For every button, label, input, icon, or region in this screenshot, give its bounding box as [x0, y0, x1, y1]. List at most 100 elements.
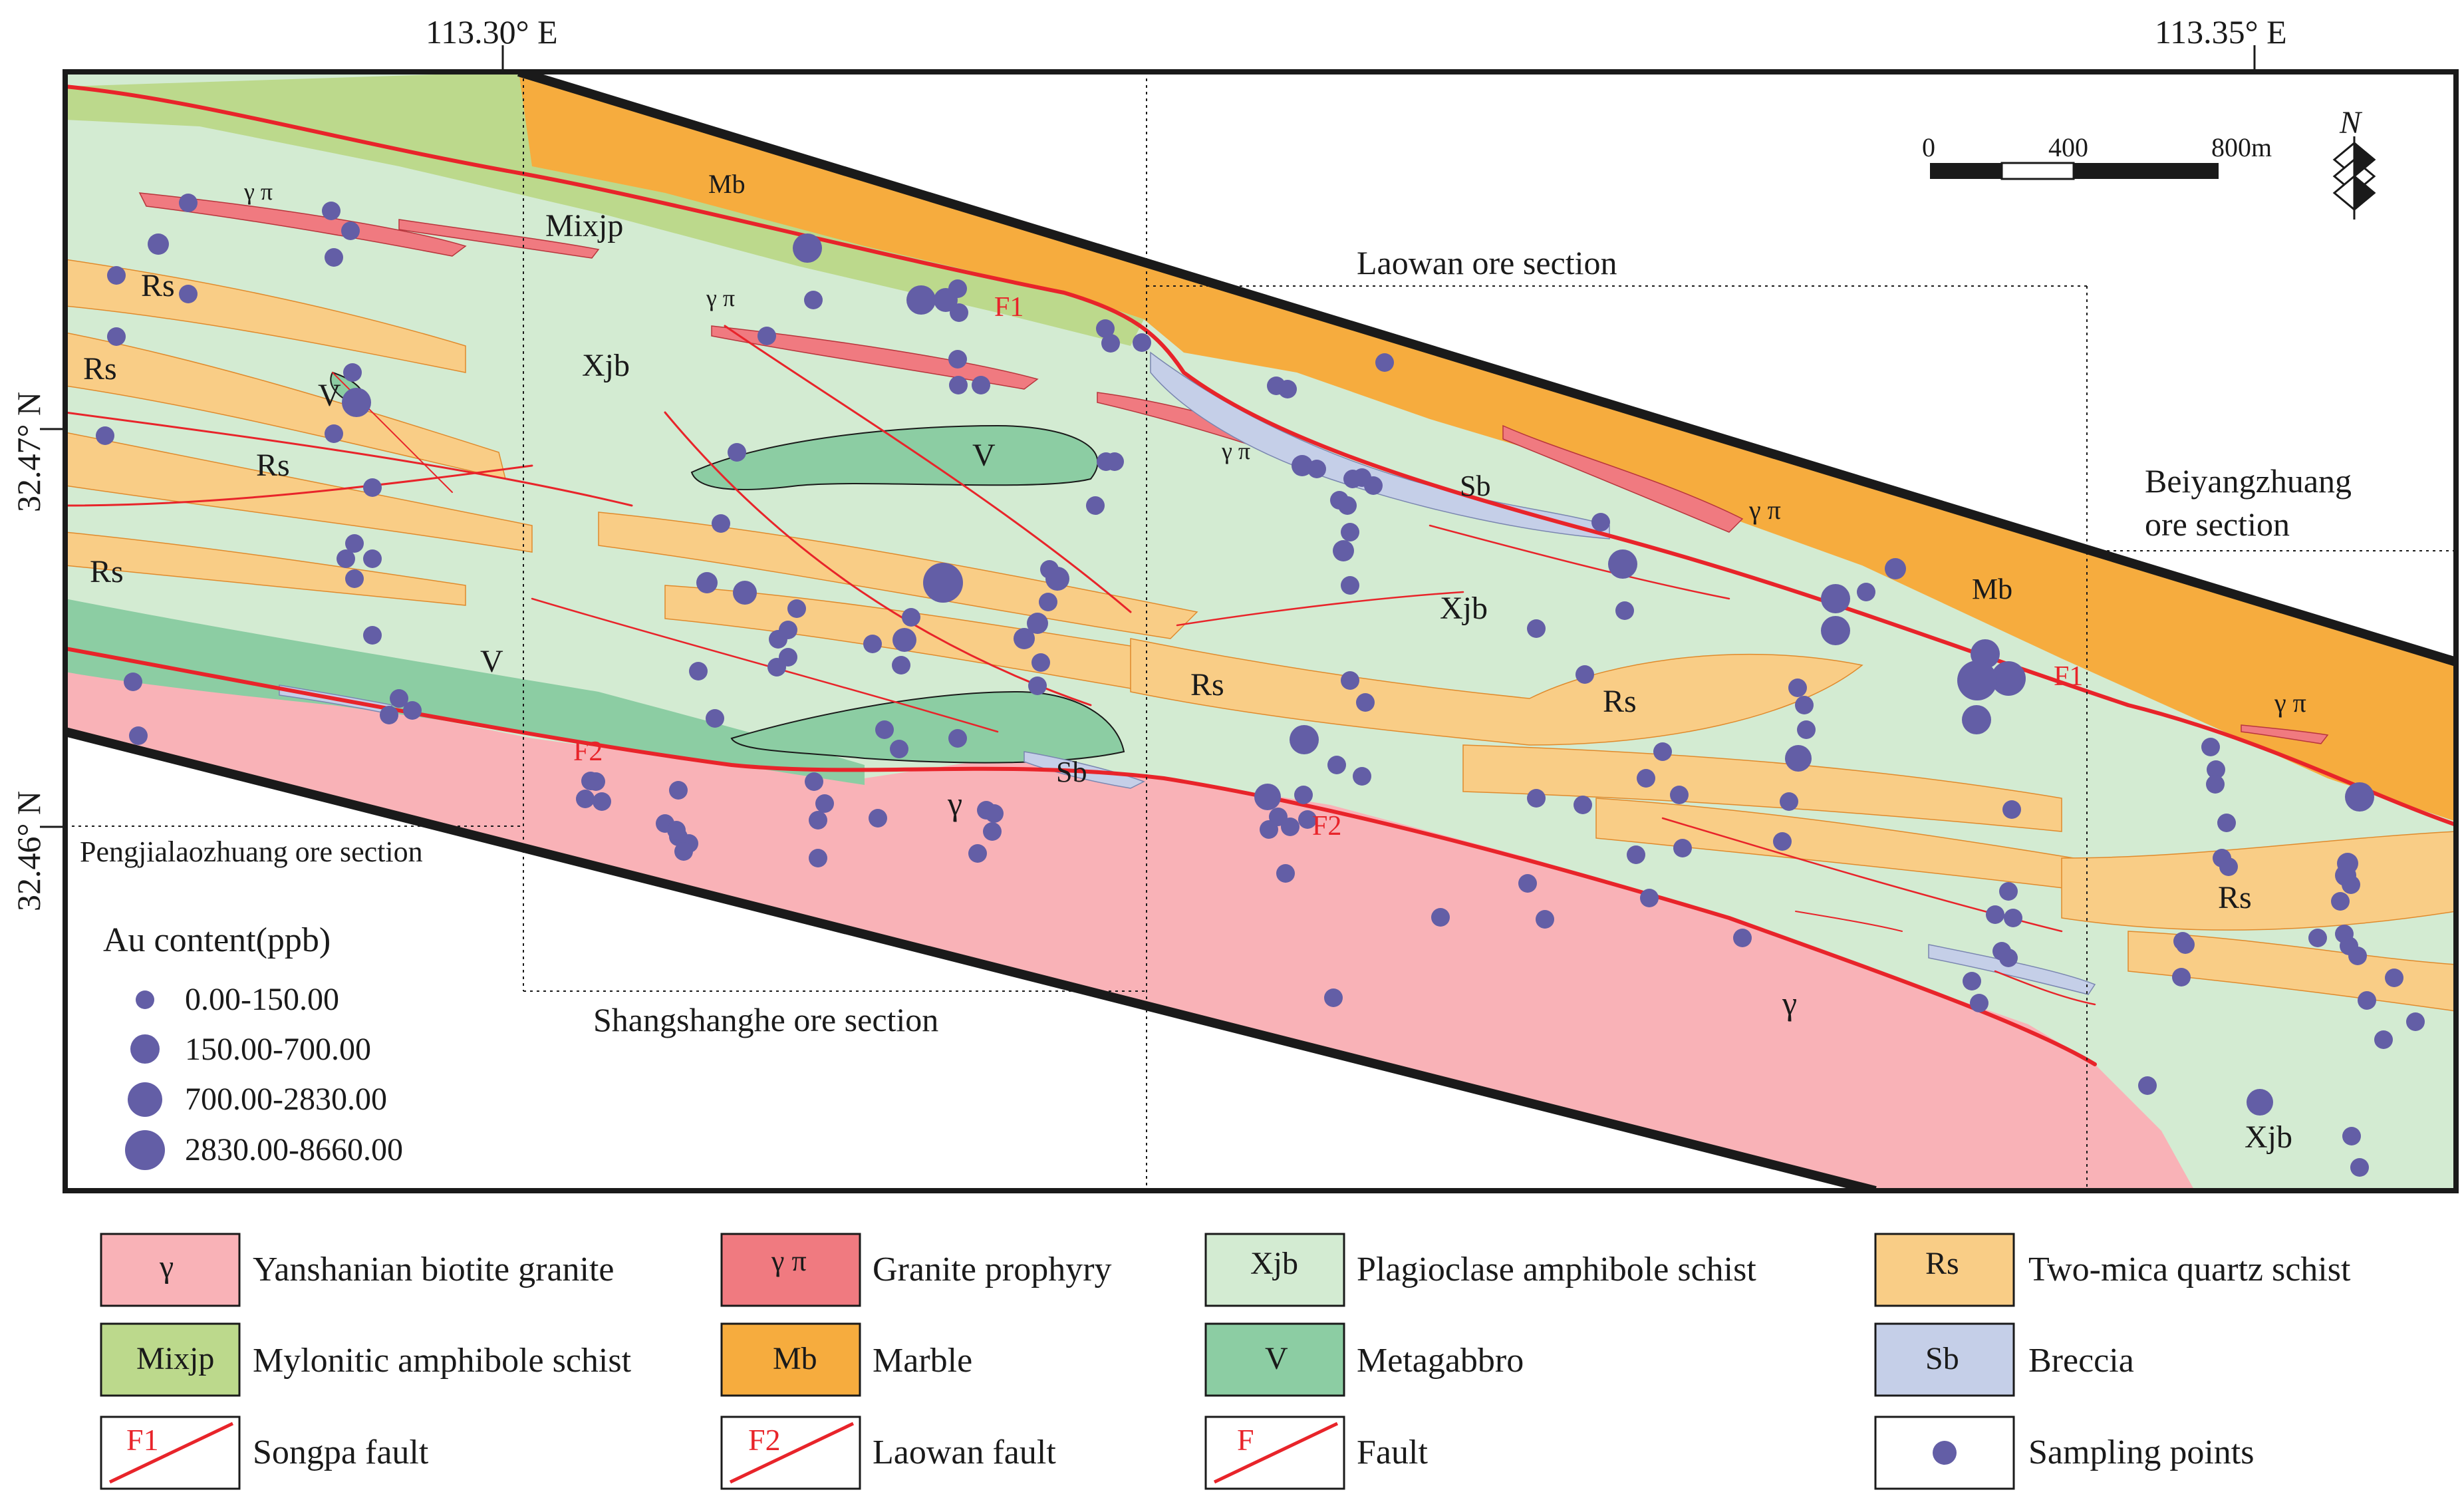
sampling-point	[1431, 908, 1450, 927]
label-gamma-pi-3: γ π	[1221, 438, 1250, 464]
sampling-point	[1992, 942, 2011, 961]
sampling-point	[345, 569, 364, 588]
legend-code-f2: F2	[748, 1423, 781, 1457]
sampling-point	[1963, 972, 1981, 990]
legend-label-fault: Fault	[1357, 1433, 1428, 1471]
sampling-point	[809, 849, 827, 867]
songpa-fault-f1	[65, 84, 2456, 827]
legend-code-porphyry: γ π	[771, 1245, 807, 1277]
sampling-point	[1027, 613, 1048, 634]
sampling-point	[769, 630, 787, 649]
sampling-point	[343, 363, 362, 382]
sampling-point	[2201, 738, 2220, 756]
ore-section-beiyangzhuang-line2: ore section	[2145, 506, 2290, 543]
sampling-point	[1999, 882, 2018, 901]
sampling-point	[1591, 513, 1610, 531]
map-boundary-upper	[517, 72, 2456, 667]
sampling-point	[1986, 905, 2004, 924]
map-unit-labels: Mb Mb Mixjp Xjb Xjb Xjb Rs Rs Rs Rs Rs R…	[83, 169, 2306, 1155]
label-f2-1: F2	[573, 736, 603, 767]
label-rs-2: Rs	[83, 351, 117, 386]
sampling-point	[674, 842, 693, 861]
sampling-point	[949, 376, 968, 394]
sampling-point	[576, 790, 595, 808]
sampling-point	[2217, 814, 2236, 832]
sampling-point	[948, 729, 967, 748]
label-f1-1: F1	[994, 292, 1024, 323]
legend-label-f2: Laowan fault	[873, 1433, 1056, 1471]
legend-item-sampling: Sampling points	[1874, 1416, 2254, 1490]
sampling-point	[1133, 333, 1151, 352]
au-legend-symbol-1	[136, 990, 154, 1009]
sampling-point	[1375, 353, 1394, 372]
sampling-point	[2342, 875, 2360, 894]
sampling-point	[1324, 988, 1343, 1007]
sampling-point	[1307, 460, 1326, 478]
au-content-legend: Au content(ppb) 0.00-150.00 150.00-700.0…	[103, 921, 403, 1170]
ore-section-pengjialaozhuang: Pengjialaozhuang ore section	[80, 835, 423, 868]
sampling-point	[1780, 792, 1798, 811]
legend-item-sb: Sb Breccia	[1874, 1322, 2134, 1397]
label-f2-2: F2	[1312, 811, 1341, 841]
sampling-point	[2358, 991, 2376, 1010]
label-gamma-1: γ	[947, 785, 962, 822]
sampling-point	[2219, 857, 2238, 876]
label-xjb-2: Xjb	[1440, 591, 1488, 626]
sampling-point	[1518, 874, 1537, 893]
sampling-point	[689, 662, 708, 680]
sampling-point	[2406, 1012, 2425, 1031]
sampling-point	[1527, 619, 1546, 638]
sampling-point	[728, 443, 746, 462]
sampling-point	[902, 608, 920, 627]
legend-item-fault: F Fault	[1204, 1416, 1428, 1490]
sampling-point	[1653, 742, 1672, 761]
sampling-point	[363, 549, 382, 568]
sampling-point	[706, 709, 724, 728]
ore-section-labels: Laowan ore section Beiyangzhuang ore sec…	[80, 244, 2352, 1038]
sampling-point	[669, 781, 688, 800]
sampling-point	[892, 656, 910, 675]
legend-label-sb: Breccia	[2028, 1342, 2134, 1380]
legend-item-f1: F1 Songpa fault	[100, 1416, 429, 1490]
sampling-point	[1105, 452, 1124, 471]
scale-tick-800: 800m	[2211, 132, 2272, 162]
sampling-point	[869, 809, 887, 828]
map-legend: γ Yanshanian biotite granite γ π Granite…	[100, 1233, 2351, 1490]
sampling-point	[2385, 969, 2403, 987]
au-legend-symbol-2	[130, 1034, 160, 1064]
sampling-point	[815, 794, 834, 813]
sampling-point	[892, 628, 916, 652]
sampling-point	[757, 327, 776, 345]
au-legend-title: Au content(ppb)	[103, 921, 331, 959]
sampling-point	[1086, 496, 1105, 515]
sampling-point	[1364, 476, 1383, 495]
sampling-point	[1290, 725, 1319, 754]
sampling-point	[1575, 665, 1594, 684]
label-rs-5: Rs	[1190, 667, 1224, 702]
sampling-point	[341, 222, 360, 240]
sampling-point	[390, 689, 408, 708]
coordinate-labels: 113.30° E 113.35° E 32.47° N 32.46° N	[10, 13, 2287, 911]
sampling-point	[1637, 769, 1655, 788]
sampling-point	[1281, 818, 1300, 836]
label-xjb-3: Xjb	[2245, 1120, 2292, 1155]
sampling-point	[1014, 628, 1035, 649]
sampling-point	[1101, 334, 1120, 353]
scale-tick-0: 0	[1922, 132, 1935, 162]
sampling-point	[1536, 910, 1554, 929]
sampling-point	[2173, 932, 2192, 951]
sampling-point	[1627, 845, 1645, 864]
legend-item-porphyry: γ π Granite prophyry	[720, 1233, 1112, 1307]
sampling-point	[363, 626, 382, 645]
legend-item-mb: Mb Marble	[720, 1322, 972, 1397]
sampling-point	[948, 279, 967, 298]
label-sb-1: Sb	[1460, 470, 1490, 502]
sampling-point	[2207, 760, 2225, 779]
sampling-point	[733, 581, 757, 605]
sampling-point	[1673, 839, 1692, 857]
label-gamma-2: γ	[1782, 984, 1797, 1022]
legend-code-v: V	[1265, 1341, 1288, 1376]
sampling-point	[1341, 671, 1359, 690]
sampling-point	[805, 772, 823, 791]
sampling-point	[983, 822, 1002, 841]
